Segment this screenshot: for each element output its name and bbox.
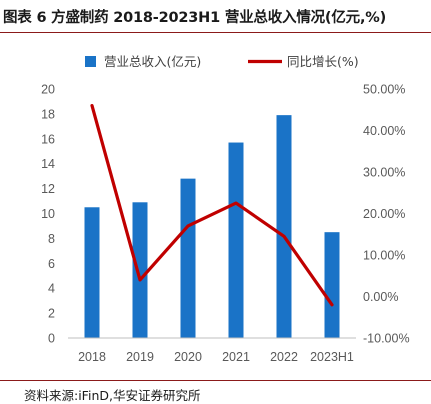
right-axis-tick-label: 0.00% <box>363 290 398 304</box>
left-axis-tick-label: 12 <box>41 182 55 196</box>
left-axis-tick-label: 20 <box>41 83 55 97</box>
right-axis-tick-label: 40.00% <box>363 124 405 138</box>
growth-rate-line <box>90 103 334 307</box>
x-axis-tick-label: 2021 <box>222 350 250 364</box>
left-axis-tick-label: 10 <box>41 207 55 221</box>
left-axis-tick-label: 16 <box>41 132 55 146</box>
x-axis-tick-label: 2023H1 <box>310 350 354 364</box>
left-axis-tick-label: 4 <box>48 282 55 296</box>
legend-revenue-label: 营业总收入(亿元) <box>104 54 201 69</box>
revenue-bar <box>132 202 148 338</box>
revenue-bar <box>180 178 196 338</box>
left-axis-tick-label: 2 <box>48 307 55 321</box>
left-axis-tick-label: 18 <box>41 107 55 121</box>
right-axis-tick-label: 30.00% <box>363 166 405 180</box>
title-divider <box>0 32 431 33</box>
right-axis-tick-label: 20.00% <box>363 207 405 221</box>
revenue-bar <box>84 207 100 338</box>
legend-revenue-swatch <box>85 56 96 67</box>
left-axis-tick-label: 6 <box>48 257 55 271</box>
legend-growth-label: 同比增长(%) <box>287 54 359 69</box>
left-axis-tick-label: 0 <box>48 332 55 346</box>
right-axis-tick-label: -10.00% <box>363 332 410 346</box>
left-axis-tick-label: 14 <box>41 157 55 171</box>
source-note: 资料来源:iFinD,华安证券研究所 <box>24 388 201 403</box>
x-axis-tick-label: 2022 <box>270 350 298 364</box>
right-axis-tick-label: 50.00% <box>363 83 405 97</box>
revenue-bar <box>228 142 244 338</box>
x-axis-tick-label: 2018 <box>78 350 106 364</box>
left-axis-tick-label: 8 <box>48 232 55 246</box>
revenue-bar <box>276 115 292 339</box>
x-axis-tick-label: 2020 <box>174 350 202 364</box>
footer-divider <box>0 380 431 381</box>
x-axis-tick-label: 2019 <box>126 350 154 364</box>
right-axis-tick-label: 10.00% <box>363 249 405 263</box>
revenue-bar <box>324 232 340 338</box>
chart-title: 图表 6 方盛制药 2018-2023H1 营业总收入情况(亿元,%) <box>3 10 387 26</box>
